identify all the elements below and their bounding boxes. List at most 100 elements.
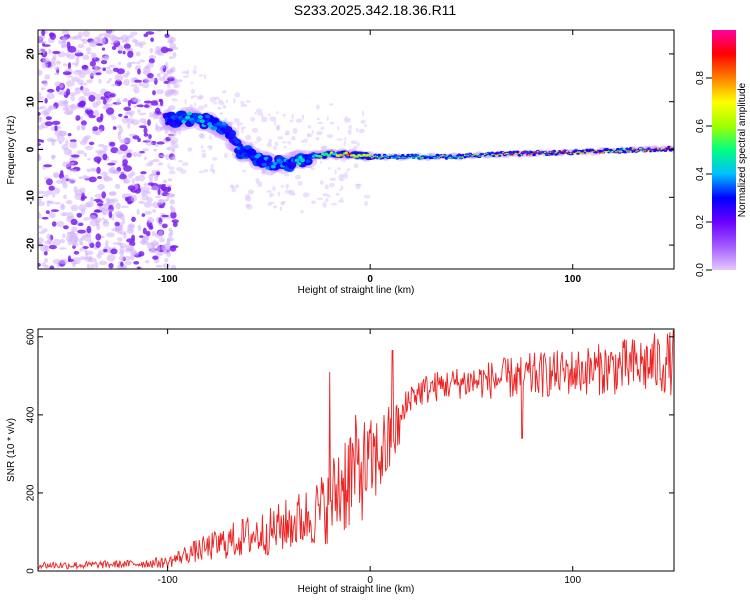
ridge-blob <box>589 150 592 153</box>
noise-blob <box>100 96 106 100</box>
noise-blob <box>155 195 162 198</box>
noise-blob <box>100 59 108 65</box>
noise-blob <box>300 209 304 214</box>
noise-blob <box>143 33 149 38</box>
noise-blob <box>167 178 173 182</box>
noise-blob <box>48 244 57 250</box>
noise-blob <box>261 116 268 123</box>
noise-blob <box>158 154 167 158</box>
noise-blob <box>102 105 109 110</box>
noise-blob <box>152 201 161 208</box>
noise-blob <box>201 152 207 159</box>
ridge-blob <box>618 151 621 153</box>
noise-blob <box>53 187 61 195</box>
noise-blob <box>285 183 289 190</box>
ridge-blob <box>392 157 395 160</box>
noise-blob <box>124 115 129 119</box>
ridge-blob <box>378 157 381 159</box>
noise-blob <box>141 194 149 201</box>
noise-blob <box>67 255 72 263</box>
noise-blob <box>231 186 236 193</box>
noise-blob <box>166 240 171 247</box>
noise-blob <box>362 159 370 162</box>
ridge-blob <box>558 152 561 155</box>
ridge-blob <box>225 132 231 136</box>
noise-blob <box>347 129 352 136</box>
noise-blob <box>72 242 79 247</box>
noise-blob <box>48 185 55 191</box>
noise-blob <box>41 262 47 268</box>
noise-blob <box>139 59 146 63</box>
noise-blob <box>142 78 151 81</box>
noise-blob <box>120 34 129 42</box>
noise-blob <box>142 227 147 235</box>
ridge-blob <box>390 156 393 159</box>
ridge-blob <box>434 157 437 159</box>
noise-blob <box>251 127 259 133</box>
chart-title: S233.2025.342.18.36.R11 <box>294 2 457 18</box>
noise-blob <box>121 40 130 43</box>
noise-blob <box>266 190 272 193</box>
noise-blob <box>40 87 46 91</box>
noise-blob <box>79 256 86 261</box>
noise-blob <box>151 230 156 237</box>
ridge-blob <box>445 155 448 157</box>
ridge-blob <box>410 153 414 157</box>
ridge-blob <box>658 149 661 151</box>
noise-blob <box>209 134 212 141</box>
noise-blob <box>69 36 78 40</box>
ridge-blob <box>554 151 557 154</box>
noise-blob <box>48 105 57 110</box>
ridge-blob <box>431 155 433 157</box>
noise-blob <box>38 37 43 43</box>
noise-blob <box>116 149 124 155</box>
noise-blob <box>125 260 132 266</box>
ridge-blob <box>591 151 594 153</box>
noise-blob <box>61 30 70 36</box>
noise-blob <box>285 130 290 136</box>
spectrogram-y-label: Frequency (Hz) <box>6 116 17 185</box>
noise-blob <box>147 217 155 224</box>
noise-blob <box>289 119 294 123</box>
noise-blob <box>280 200 286 204</box>
noise-blob <box>364 200 368 207</box>
noise-blob <box>94 193 103 198</box>
ridge-blob <box>205 114 211 119</box>
ridge-blob <box>511 152 514 155</box>
noise-blob <box>38 143 41 146</box>
noise-blob <box>72 257 81 265</box>
noise-blob <box>164 128 169 134</box>
noise-blob <box>324 184 329 190</box>
noise-blob <box>127 123 131 129</box>
noise-blob <box>45 178 53 186</box>
noise-blob <box>70 218 78 226</box>
noise-blob <box>38 138 43 143</box>
noise-blob <box>102 144 108 152</box>
noise-blob <box>60 177 68 180</box>
ridge-blob <box>296 161 302 166</box>
noise-blob <box>126 228 134 234</box>
noise-blob <box>284 190 292 194</box>
ridge-blob <box>319 155 323 158</box>
noise-blob <box>117 133 122 140</box>
ridge-blob <box>409 154 412 157</box>
ridge-blob <box>447 157 450 159</box>
noise-blob <box>124 111 132 115</box>
noise-blob <box>98 33 104 38</box>
noise-blob <box>131 178 135 184</box>
noise-blob <box>67 149 73 157</box>
noise-blob <box>360 119 366 124</box>
noise-blob <box>143 156 147 160</box>
noise-blob <box>208 144 213 151</box>
ridge-blob <box>379 156 382 159</box>
noise-blob <box>173 145 180 149</box>
noise-blob <box>42 79 49 87</box>
ridge-blob <box>626 150 628 152</box>
noise-blob <box>169 199 175 205</box>
noise-blob <box>145 141 154 146</box>
ridge-blob <box>595 149 597 151</box>
noise-blob <box>51 221 57 227</box>
noise-blob <box>284 174 290 177</box>
ridge-blob <box>474 153 477 156</box>
